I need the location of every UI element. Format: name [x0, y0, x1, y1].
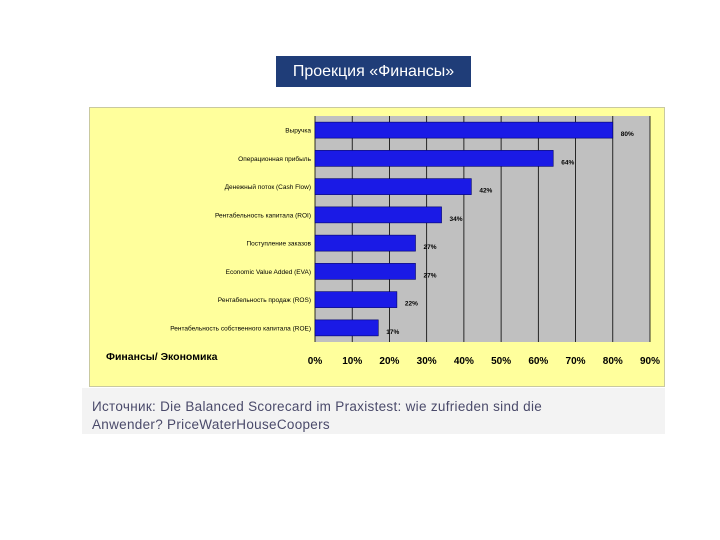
- x-tick-label: 10%: [342, 356, 362, 367]
- x-tick-label: 0%: [308, 356, 323, 367]
- source-text: Источник: Die Balanced Scorecard im Prax…: [92, 398, 662, 434]
- value-label: 27%: [424, 244, 437, 251]
- x-tick-label: 70%: [566, 356, 586, 367]
- bar: [314, 206, 442, 224]
- value-label: 22%: [405, 301, 418, 308]
- category-label: Рентабельность капитала (ROI): [215, 211, 311, 219]
- bar-chart: Выручка Операционная прибыль Денежный пото…: [106, 116, 660, 367]
- bar: [314, 121, 614, 139]
- category-label: Поступление заказов: [246, 241, 311, 248]
- category-labels: Выручка Операционная прибыль Денежный пото…: [170, 128, 311, 333]
- category-label: Денежный поток (Cash Flow): [225, 183, 311, 191]
- category-label: Рентабельность собственного капитала (RO…: [170, 324, 311, 332]
- bar: [314, 150, 554, 167]
- source-line-2: Anwender? PriceWaterHouseCoopers: [92, 417, 330, 432]
- x-tick-label: 80%: [603, 356, 623, 367]
- value-labels: 80% 64% 42% 34% 27% 27% 22% 17%: [386, 131, 634, 336]
- category-label: Операционная прибыль: [238, 155, 311, 163]
- bars: [314, 121, 614, 337]
- slide-title: Проекция «Финансы»: [276, 56, 471, 87]
- value-label: 17%: [386, 329, 399, 336]
- plot-area: [315, 116, 650, 342]
- source-line-1: Источник: Die Balanced Scorecard im Prax…: [92, 399, 543, 414]
- chart-figure: Выручка Операционная прибыль Денежный пото…: [89, 107, 665, 387]
- value-label: 42%: [479, 188, 492, 195]
- value-label: 80%: [621, 131, 634, 138]
- x-tick-label: 50%: [491, 356, 511, 367]
- category-label: Выручка: [285, 128, 311, 135]
- x-tick-labels: 0% 10% 20% 30% 40% 50% 60% 70% 80% 90%: [308, 356, 660, 367]
- section-label: Финансы/ Экономика: [106, 351, 218, 363]
- source-caption: Источник: Die Balanced Scorecard im Prax…: [82, 388, 665, 434]
- bar: [314, 263, 416, 280]
- x-tick-label: 40%: [454, 356, 474, 367]
- x-tick-label: 90%: [640, 356, 660, 367]
- bar: [314, 291, 398, 308]
- value-label: 64%: [561, 159, 574, 166]
- x-tick-label: 60%: [528, 356, 548, 367]
- x-tick-label: 20%: [379, 356, 399, 367]
- category-label: Рентабельность продаж (ROS): [218, 296, 311, 304]
- bar: [314, 319, 379, 337]
- bar: [314, 178, 472, 195]
- value-label: 34%: [450, 216, 463, 223]
- category-label: Economic Value Added (EVA): [226, 269, 311, 276]
- x-tick-label: 30%: [417, 356, 437, 367]
- value-label: 27%: [424, 272, 437, 279]
- bar: [314, 234, 416, 252]
